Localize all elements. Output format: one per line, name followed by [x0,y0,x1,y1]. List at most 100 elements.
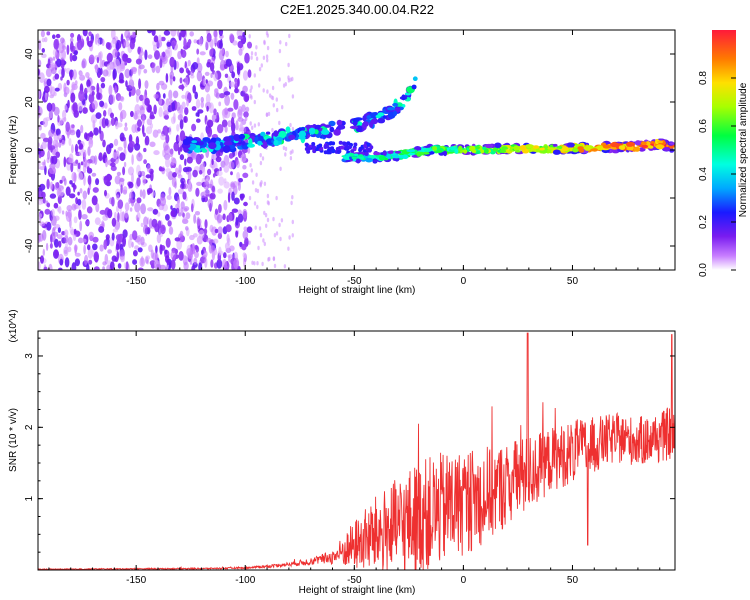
spectrogram-noise-blob [117,212,120,223]
spectrogram-noise-blob [143,159,148,165]
spectrogram-noise-blob [196,218,202,226]
spectrogram-noise-blob [127,32,131,39]
spectrogram-noise-blob [258,67,262,72]
spectrogram-noise-blob [266,33,269,38]
spectrogram-noise-blob [169,74,173,86]
spectrogram-signal-blob [351,156,357,160]
spectrogram-noise-blob [205,79,208,84]
spectrogram-noise-blob [38,199,43,206]
spectrogram-noise-blob [99,244,104,252]
spectrogram-noise-blob [249,121,252,126]
spectrogram-noise-blob [236,159,239,165]
spectrogram-noise-blob [259,160,263,166]
spectrogram-noise-blob [101,117,107,129]
spectrogram-marks [38,30,675,270]
spectrogram-noise-blob [46,178,50,190]
spectrogram-noise-blob [40,132,46,139]
spectrogram-noise-blob [185,226,189,231]
spectrogram-noise-blob [49,181,54,190]
spectrogram-noise-blob [204,219,208,229]
spectrogram-noise-blob [216,214,223,224]
spectrogram-noise-blob [165,237,171,248]
spectrogram-noise-blob [54,238,59,248]
spectrogram-noise-blob [205,93,211,105]
spectrogram-noise-blob [141,124,145,135]
spectrogram-noise-blob [67,157,74,164]
spectrogram-noise-blob [263,210,266,216]
spectrogram-noise-blob [161,83,168,90]
spectrogram-noise-blob [119,72,124,83]
spectrogram-signal-blob [375,114,381,119]
spectrogram-noise-blob [273,263,277,269]
spectrogram-signal-blob [275,137,283,141]
spectrogram-noise-blob [61,67,65,79]
spectrogram-noise-blob [251,180,255,185]
spectrogram-noise-blob [87,40,93,48]
spectrogram-noise-blob [147,30,152,34]
spectrogram-noise-blob [191,265,196,270]
spectrogram-noise-blob [180,30,186,38]
spectrogram-signal-blob [539,147,545,151]
spectrogram-noise-blob [93,266,100,270]
spectrogram-noise-blob [266,58,269,63]
spectrogram-noise-blob [94,217,101,226]
spectrogram-noise-blob [119,211,124,222]
spectrogram-noise-blob [253,99,256,105]
spectrogram-noise-blob [223,181,230,189]
spectrogram-noise-blob [237,40,244,49]
spectrogram-noise-blob [254,188,258,193]
spectrogram-noise-blob [240,153,247,163]
spectrogram-signal-blob [257,140,263,146]
spectrogram-noise-blob [187,170,192,181]
spectrogram-noise-blob [195,99,201,109]
spectrogram-signal-blob [208,142,217,150]
spectrogram-x-label: Height of straight line (km) [299,285,416,296]
spectrogram-noise-blob [93,251,100,263]
spectrogram-noise-blob [153,150,160,156]
spectrogram-noise-blob [221,119,228,128]
spectrogram-noise-blob [271,127,274,133]
spectrogram-noise-blob [265,112,269,117]
spectrogram-noise-blob [91,100,98,110]
spectrogram-noise-blob [144,97,150,106]
spectrogram-noise-blob [59,258,64,266]
spectrogram-noise-blob [85,220,90,226]
spectrogram-noise-blob [237,77,240,87]
spectrogram-noise-blob [237,35,244,40]
spectrogram-noise-blob [120,255,125,263]
spectrogram-signal-blob [262,141,268,149]
spectrogram-noise-blob [242,70,249,81]
spectrogram-noise-blob [189,31,194,37]
spectrogram-noise-blob [132,259,138,265]
spectrogram-noise-blob [116,251,120,261]
spectrogram-noise-blob [230,92,235,100]
spectrogram-noise-blob [263,39,266,45]
spectrogram-noise-blob [114,175,121,185]
spectrogram-signal-blob [323,150,328,155]
spectrogram-noise-blob [177,188,185,195]
spectrogram-noise-blob [133,250,138,257]
colorbar-tick-label: 0.4 [698,167,709,181]
spectrogram-noise-blob [218,101,222,107]
spectrogram-noise-blob [216,170,223,177]
spectrogram-noise-blob [240,193,244,201]
spectrogram-signal-blob [656,140,664,144]
spectrogram-noise-blob [145,225,148,236]
spectrogram-signal-blob [602,144,611,149]
spectrogram-signal-blob [288,134,296,141]
spectrogram-noise-blob [85,72,90,78]
spectrogram-noise-blob [210,259,214,268]
spectrogram-noise-blob [170,250,176,260]
spectrogram-noise-blob [105,234,110,240]
spectrogram-signal-blob [273,139,279,146]
spectrogram-noise-blob [118,96,124,101]
spectrogram-noise-blob [152,129,159,138]
spectrogram-noise-blob [99,209,106,215]
spectrogram-noise-blob [146,126,153,135]
spectrogram-noise-blob [96,82,100,94]
spectrogram-signal-blob [392,102,399,107]
spectrogram-noise-blob [107,208,113,219]
spectrogram-noise-blob [135,214,139,221]
spectrogram-noise-blob [147,207,154,212]
spectrogram-noise-blob [271,85,275,91]
